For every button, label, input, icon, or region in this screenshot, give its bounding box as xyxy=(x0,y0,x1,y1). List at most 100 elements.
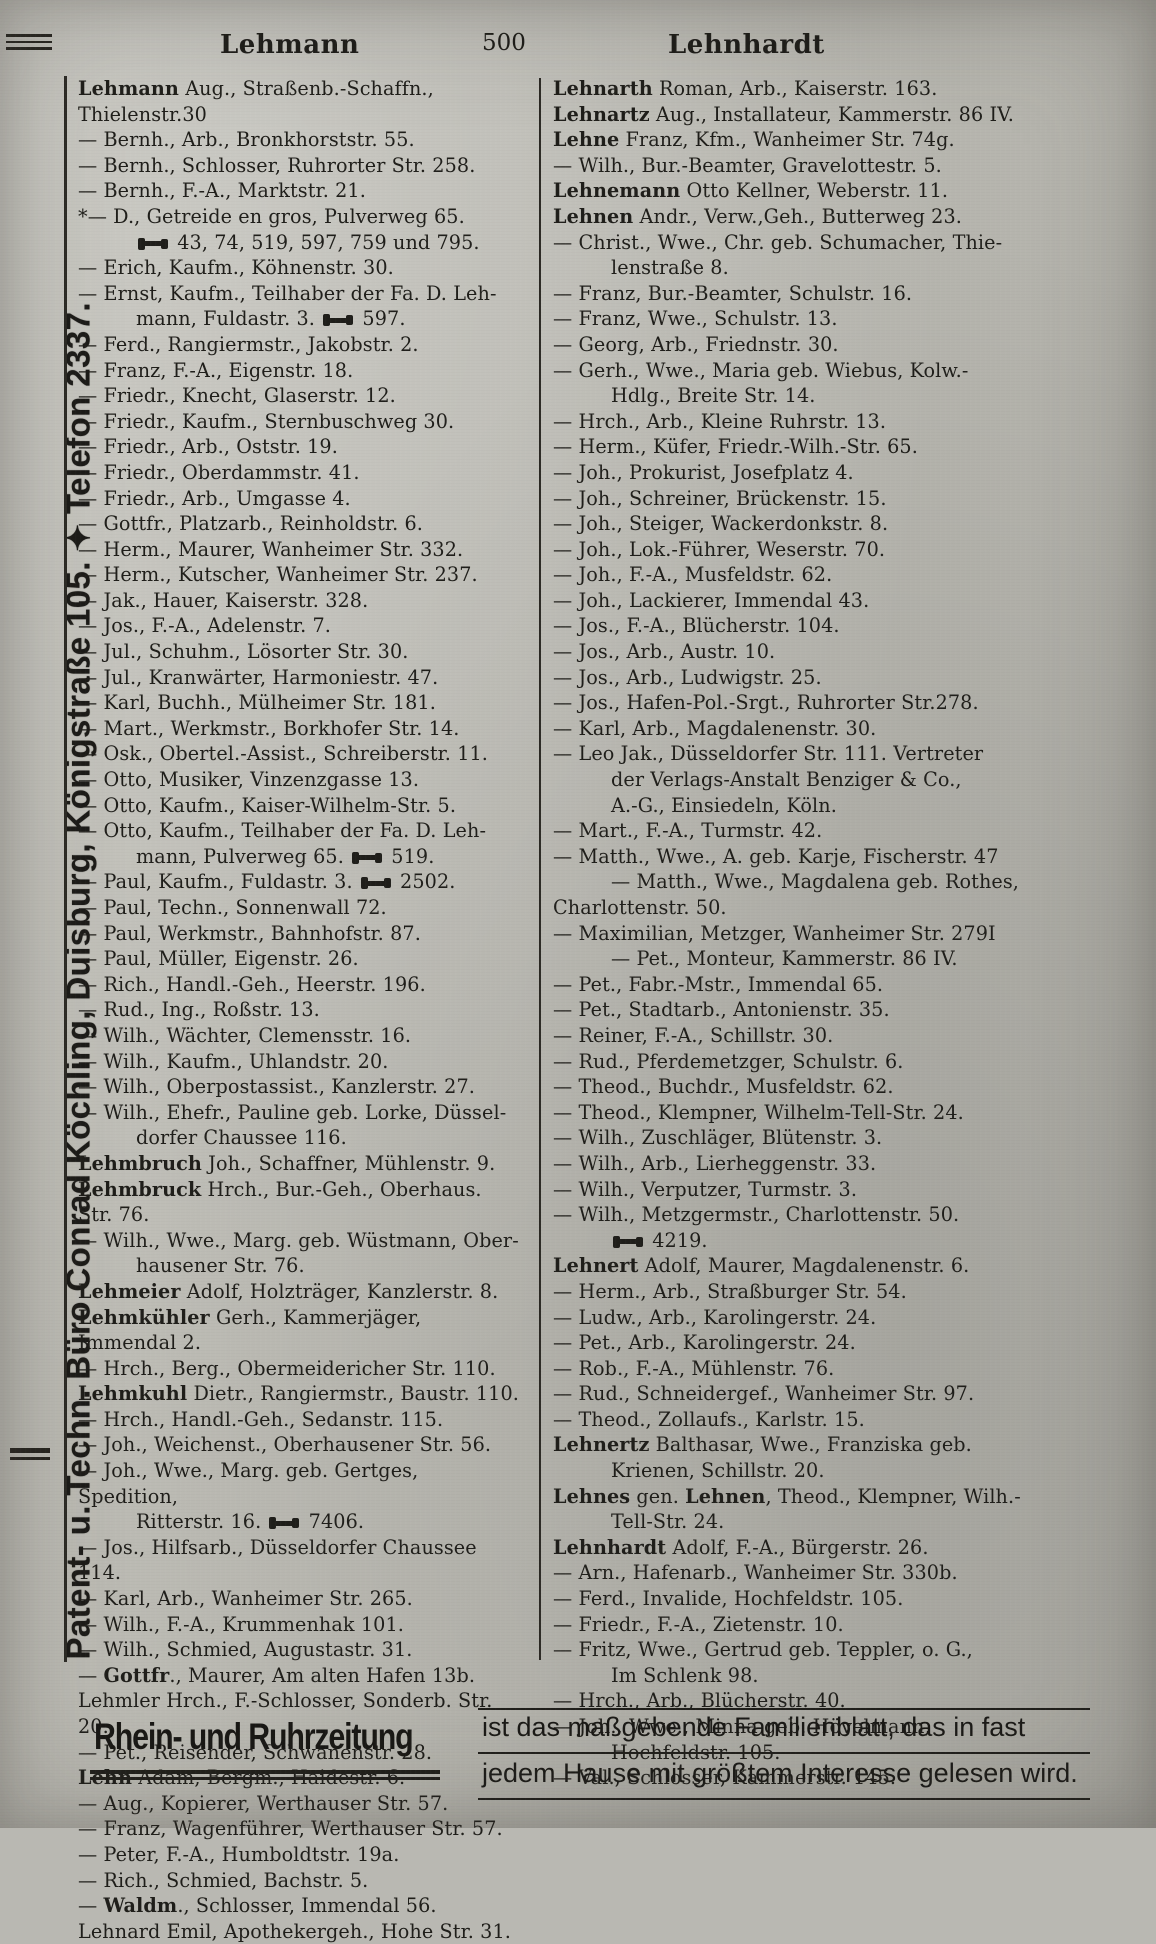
ad-newspaper-title: Rhein- und Ruhrzeitung xyxy=(94,1716,414,1757)
directory-entry: — Aug., Kopierer, Werthauser Str. 57. xyxy=(78,1791,449,1815)
directory-entry: mann, Fuldastr. 3. 597. xyxy=(136,307,406,331)
directory-entry: Lehmler Hrch., F.-Schlosser, Sonderb. St… xyxy=(78,1689,499,1738)
directory-entry: Lehmkuhl Dietr., Rangiermstr., Baustr. 1… xyxy=(78,1382,519,1406)
directory-entry: Lehnartz Aug., Installateur, Kammerstr. … xyxy=(553,102,1014,126)
directory-entry: — Gottfr., Platzarb., Reinholdstr. 6. xyxy=(78,512,423,536)
directory-entry: — Georg, Arb., Friednstr. 30. xyxy=(553,332,839,356)
directory-entry: Lehmbruck Hrch., Bur.-Geh., Oberhaus. St… xyxy=(78,1177,488,1227)
directory-entry: — Wilh., Verputzer, Turmstr. 3. xyxy=(553,1177,858,1201)
directory-entry: — Val., Schlosser, Kammerstr. 145. xyxy=(553,1766,897,1790)
directory-entry: — Matth., Wwe., A. geb. Karje, Fischerst… xyxy=(553,844,999,868)
directory-entry: Hdlg., Breite Str. 14. xyxy=(611,384,816,408)
directory-entry: — Wilh., Schmied, Augustastr. 31. xyxy=(78,1638,413,1662)
directory-entry: — Wilh., Kaufm., Uhlandstr. 20. xyxy=(78,1049,389,1073)
sidebar-advertisement: Patent- u. Techn. Büro Conrad Köchling, … xyxy=(0,0,97,1700)
directory-entry: Lehmbruch Joh., Schaffner, Mühlenstr. 9. xyxy=(78,1151,496,1175)
directory-entry: — Pet., Reisender, Schwanenstr. 28. xyxy=(78,1740,433,1764)
directory-entry: — Joh., Steiger, Wackerdonkstr. 8. xyxy=(553,512,889,536)
directory-entry: mann, Pulverweg 65. 519. xyxy=(136,844,435,868)
directory-entry: — Franz, Bur.-Beamter, Schulstr. 16. xyxy=(553,281,913,305)
directory-entry: — Wilh., Zuschläger, Blütenstr. 3. xyxy=(553,1126,883,1150)
directory-entry: Lehmann Aug., Straßenb.-Schaffn., Thiele… xyxy=(78,77,441,126)
directory-entry: Krienen, Schillstr. 20. xyxy=(611,1459,825,1483)
directory-entry: — Friedr., Oberdammstr. 41. xyxy=(78,460,360,484)
directory-entry: — Maximilian, Metzger, Wanheimer Str. 27… xyxy=(553,921,996,945)
directory-entry: — Wilh., Wächter, Clemensstr. 16. xyxy=(78,1023,412,1047)
ad-text-line-1: ist das maßgebende Familienblatt, das in… xyxy=(482,1712,1026,1742)
directory-entry: — Ferd., Invalide, Hochfeldstr. 105. xyxy=(553,1587,904,1611)
directory-entry: Lehnertz Balthasar, Wwe., Franziska geb. xyxy=(553,1433,972,1457)
directory-entry: — Arn., Hafenarb., Wanheimer Str. 330b. xyxy=(553,1561,958,1585)
directory-entry: — Jos., Hilfsarb., Düsseldorfer Chaussee… xyxy=(78,1535,483,1585)
two-column-layout: Lehmann Aug., Straßenb.-Schaffn., Thiele… xyxy=(64,76,1088,1943)
directory-entry: — Wilh., Metzgermstr., Charlottenstr. 50… xyxy=(553,1203,960,1227)
directory-entry: — Friedr., Arb., Oststr. 19. xyxy=(78,435,338,459)
directory-entry: — Leo Jak., Düsseldorfer Str. 111. Vertr… xyxy=(553,742,984,766)
directory-entry: — Wilh., Oberpostassist., Kanzlerstr. 27… xyxy=(78,1075,475,1099)
directory-entry: — Rud., Pferdemetzger, Schulstr. 6. xyxy=(553,1049,904,1073)
directory-entry: — Jos., Hafen-Pol.-Srgt., Ruhrorter Str.… xyxy=(553,691,979,715)
directory-entry: — Hrch., Berg., Obermeidericher Str. 110… xyxy=(78,1356,496,1380)
directory-entry: Lehnes gen. Lehnen, Theod., Klempner, Wi… xyxy=(553,1484,1021,1508)
directory-entry: — Friedr., F.-A., Zietenstr. 10. xyxy=(553,1612,844,1636)
ad-rule-top xyxy=(478,1708,1090,1710)
ad-rule-middle xyxy=(478,1752,1090,1754)
column-right: Lehnarth Roman, Arb., Kaiserstr. 163. Leh… xyxy=(553,76,1073,1789)
directory-entry: — Herm., Küfer, Friedr.-Wilh.-Str. 65. xyxy=(553,435,918,459)
directory-entry: — Joh., Wwe., Minna geb. Hövelmann, xyxy=(553,1715,931,1738)
directory-entry: — Rich., Handl.-Geh., Heerstr. 196. xyxy=(78,972,426,996)
directory-entry: lenstraße 8. xyxy=(611,256,729,280)
directory-entry: — Joh., Wwe., Marg. geb. Gertges, Spedit… xyxy=(78,1459,425,1508)
directory-entry: — Herm., Arb., Straßburger Str. 54. xyxy=(553,1279,907,1303)
directory-entry: — Herm., Maurer, Wanheimer Str. 332. xyxy=(78,537,464,561)
ad-rule-bottom xyxy=(478,1798,1090,1800)
directory-entry: — Christ., Wwe., Chr. geb. Schumacher, T… xyxy=(553,230,1003,254)
ad-title-underline xyxy=(90,1770,440,1780)
directory-entry: — Gerh., Wwe., Maria geb. Wiebus, Kolw.- xyxy=(553,358,969,382)
directory-entry: — Hrch., Arb., Kleine Ruhrstr. 13. xyxy=(553,409,887,433)
directory-entry: Lehnhardt Adolf, F.-A., Bürgerstr. 26. xyxy=(553,1535,929,1559)
directory-entry: — Matth., Wwe., Magdalena geb. Rothes, xyxy=(611,870,1020,894)
directory-entry: — Fritz, Wwe., Gertrud geb. Teppler, o. … xyxy=(553,1638,973,1662)
running-head-right: Lehnhardt xyxy=(668,30,825,60)
page-number: 500 xyxy=(482,30,526,56)
bottom-advertisement: Rhein- und Ruhrzeitung ist das maßgebend… xyxy=(86,1706,1090,1810)
directory-entry: — Friedr., Kaufm., Sternbuschweg 30. xyxy=(78,409,455,433)
directory-entry: — Paul, Müller, Eigenstr. 26. xyxy=(78,947,359,971)
directory-entry: — Herm., Kutscher, Wanheimer Str. 237. xyxy=(78,563,478,587)
running-head: Lehmann 500 Lehnhardt xyxy=(78,30,1088,76)
directory-entry: — Wilh., Bur.-Beamter, Gravelottestr. 5. xyxy=(553,153,942,177)
directory-entry: — Wilh., F.-A., Krummenhak 101. xyxy=(78,1612,404,1636)
directory-entry: — Paul, Kaufm., Fuldastr. 3. 2502. xyxy=(78,870,456,894)
telephone-icon xyxy=(138,237,168,250)
directory-entry: — Jul., Schuhm., Lösorter Str. 30. xyxy=(78,640,409,664)
directory-entry: — Jos., F.-A., Adelenstr. 7. xyxy=(78,614,332,638)
directory-entry: — Mart., F.-A., Turmstr. 42. xyxy=(553,819,823,843)
directory-entry: — Hrch., Arb., Blücherstr. 40. xyxy=(553,1689,846,1713)
directory-entry: Lehnard Emil, Apothekergeh., Hohe Str. 3… xyxy=(78,1919,511,1943)
directory-entry: dorfer Chaussee 116. xyxy=(136,1126,347,1150)
directory-entry: — Bernh., F.-A., Marktstr. 21. xyxy=(78,179,366,203)
directory-entry: — Rud., Schneidergef., Wanheimer Str. 97… xyxy=(553,1382,975,1406)
directory-entry: — Ferd., Rangiermstr., Jakobstr. 2. xyxy=(78,332,419,356)
directory-entry: — Joh., Lackierer, Immendal 43. xyxy=(553,588,870,612)
telephone-icon xyxy=(360,877,391,890)
directory-entry: — Joh., Weichenst., Oberhausener Str. 56… xyxy=(78,1433,492,1457)
directory-entry: — Friedr., Arb., Umgasse 4. xyxy=(78,486,351,510)
directory-entry: — Pet., Stadtarb., Antonienstr. 35. xyxy=(553,998,890,1022)
directory-entry: — Wilh., Ehefr., Pauline geb. Lorke, Düs… xyxy=(78,1100,507,1124)
directory-entry: Im Schlenk 98. xyxy=(611,1663,759,1687)
directory-entry: — Jos., Arb., Austr. 10. xyxy=(553,640,776,664)
sidebar-top-rules xyxy=(6,34,52,98)
directory-entry: — Joh., Schreiner, Brückenstr. 15. xyxy=(553,486,887,510)
directory-entry: — Wilh., Arb., Lierheggenstr. 33. xyxy=(553,1151,877,1175)
directory-entry: — Ludw., Arb., Karolingerstr. 24. xyxy=(553,1305,877,1329)
sidebar-bottom-rule xyxy=(10,1448,50,1460)
directory-entry: — Joh., Lok.-Führer, Weserstr. 70. xyxy=(553,537,886,561)
directory-entry: *— D., Getreide en gros, Pulverweg 65. xyxy=(78,204,465,228)
telephone-icon xyxy=(269,1517,300,1530)
directory-entry: Lehnen Andr., Verw.,Geh., Butterweg 23. xyxy=(553,204,962,228)
directory-entry: — Rich., Schmied, Bachstr. 5. xyxy=(78,1868,369,1892)
directory-entry: — Waldm., Schlosser, Immendal 56. xyxy=(78,1894,437,1918)
directory-entry: — Bernh., Schlosser, Ruhrorter Str. 258. xyxy=(78,153,476,177)
